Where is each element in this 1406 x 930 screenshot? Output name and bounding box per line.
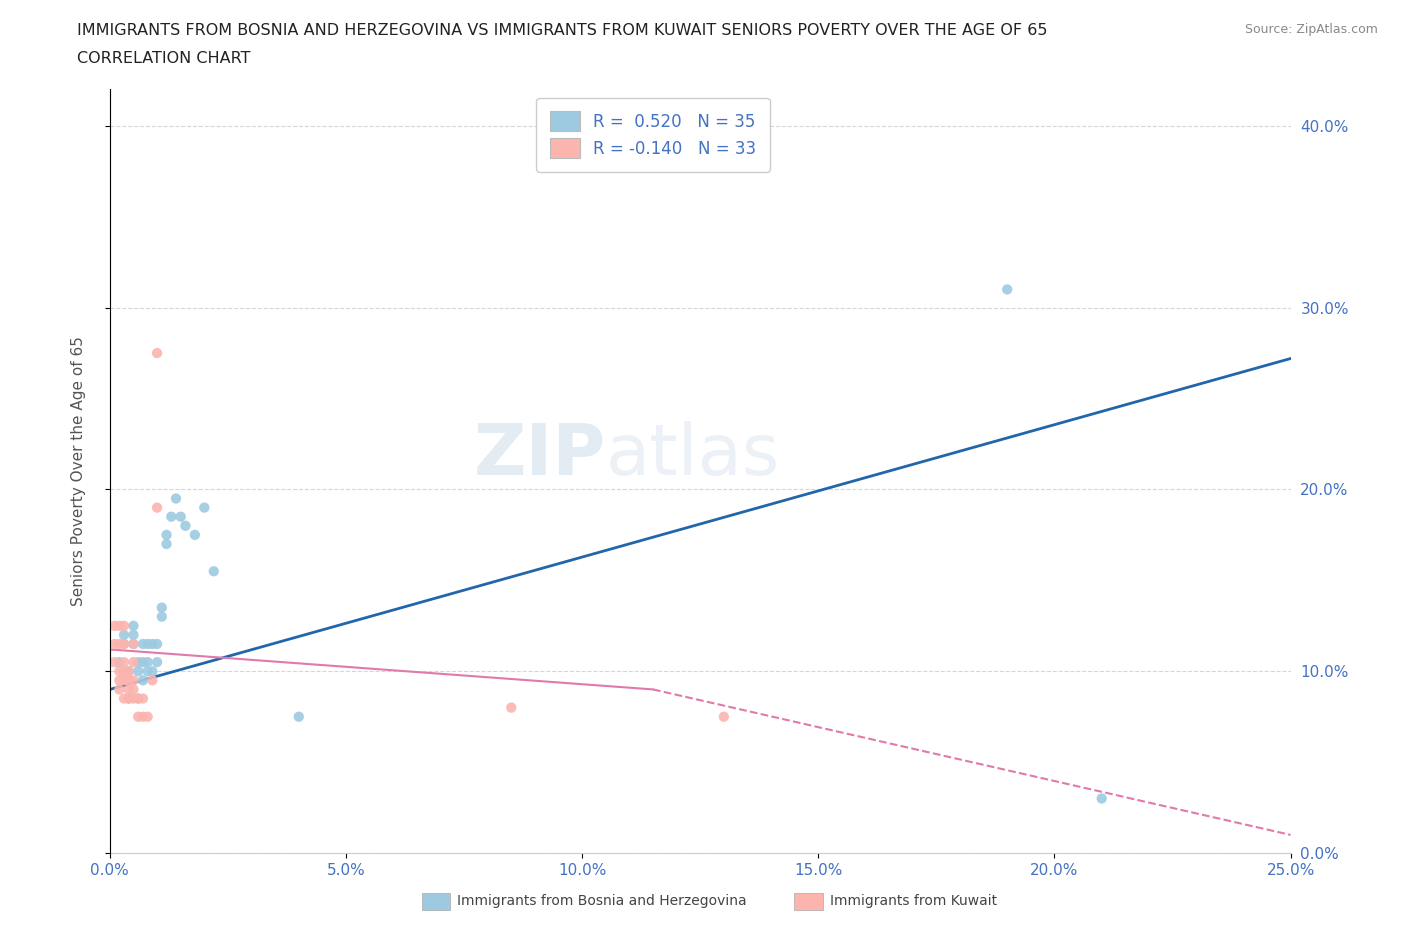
Point <box>108 618 131 633</box>
Point <box>165 491 187 506</box>
Point <box>127 655 149 670</box>
Point <box>713 710 735 724</box>
FancyBboxPatch shape <box>794 893 823 910</box>
Point <box>122 628 145 643</box>
Point <box>146 500 169 515</box>
Point <box>132 691 155 706</box>
Text: Source: ZipAtlas.com: Source: ZipAtlas.com <box>1244 23 1378 36</box>
Text: CORRELATION CHART: CORRELATION CHART <box>77 51 250 66</box>
Point <box>160 510 183 525</box>
Point <box>122 618 145 633</box>
Point <box>122 655 145 670</box>
Point <box>193 500 215 515</box>
Point <box>136 664 159 679</box>
Point <box>103 618 125 633</box>
Text: ZIP: ZIP <box>474 421 606 490</box>
Point <box>136 655 159 670</box>
Point <box>122 636 145 651</box>
Point <box>108 673 131 688</box>
Point <box>995 282 1018 297</box>
Point <box>118 691 141 706</box>
Point <box>112 636 135 651</box>
Point <box>118 664 141 679</box>
Point <box>202 564 225 578</box>
Point <box>118 673 141 688</box>
Point <box>112 664 135 679</box>
Y-axis label: Seniors Poverty Over the Age of 65: Seniors Poverty Over the Age of 65 <box>72 337 86 606</box>
Point <box>184 527 207 542</box>
Point <box>118 691 141 706</box>
Text: Immigrants from Bosnia and Herzegovina: Immigrants from Bosnia and Herzegovina <box>457 894 747 909</box>
Point <box>132 710 155 724</box>
Text: IMMIGRANTS FROM BOSNIA AND HERZEGOVINA VS IMMIGRANTS FROM KUWAIT SENIORS POVERTY: IMMIGRANTS FROM BOSNIA AND HERZEGOVINA V… <box>77 23 1047 38</box>
Point <box>141 673 163 688</box>
Point <box>122 691 145 706</box>
Point <box>112 628 135 643</box>
Point <box>136 636 159 651</box>
Point <box>118 682 141 697</box>
Point <box>136 710 159 724</box>
Point <box>150 600 173 615</box>
Point <box>108 636 131 651</box>
Point <box>108 682 131 697</box>
Point <box>150 609 173 624</box>
Text: atlas: atlas <box>606 421 780 490</box>
Point <box>501 700 523 715</box>
Point <box>122 673 145 688</box>
Point <box>170 510 193 525</box>
FancyBboxPatch shape <box>422 893 450 910</box>
Point <box>127 710 149 724</box>
Point <box>132 655 155 670</box>
Text: Immigrants from Kuwait: Immigrants from Kuwait <box>830 894 997 909</box>
Point <box>132 673 155 688</box>
Point <box>141 664 163 679</box>
Point <box>146 346 169 361</box>
Point <box>103 636 125 651</box>
Point <box>112 636 135 651</box>
Point <box>127 691 149 706</box>
Point <box>108 664 131 679</box>
Point <box>1091 791 1114 806</box>
Legend: R =  0.520   N = 35, R = -0.140   N = 33: R = 0.520 N = 35, R = -0.140 N = 33 <box>537 98 769 172</box>
Point <box>127 664 149 679</box>
Point <box>112 673 135 688</box>
Point <box>146 636 169 651</box>
Point <box>132 636 155 651</box>
Point <box>122 682 145 697</box>
Point <box>112 655 135 670</box>
Point <box>146 655 169 670</box>
Point <box>155 527 177 542</box>
Point <box>112 691 135 706</box>
Point <box>174 518 197 533</box>
Point <box>122 636 145 651</box>
Point <box>108 655 131 670</box>
Point <box>141 636 163 651</box>
Point <box>118 664 141 679</box>
Point <box>155 537 177 551</box>
Point <box>103 655 125 670</box>
Point <box>287 710 309 724</box>
Point <box>112 618 135 633</box>
Point <box>127 691 149 706</box>
